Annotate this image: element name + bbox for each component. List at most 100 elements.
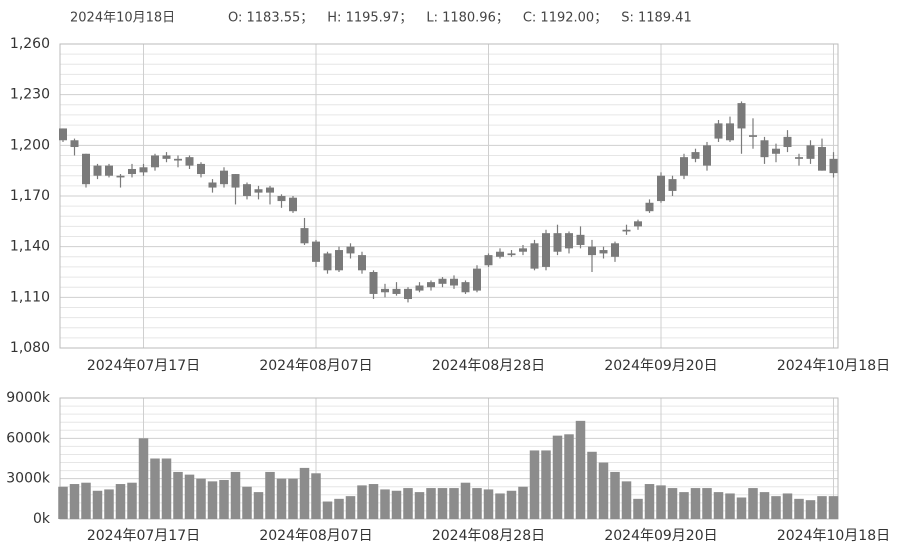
volume-bar [184, 474, 195, 519]
y-tick-label: 1,080 [10, 340, 50, 356]
candle-body [346, 246, 355, 254]
y-tick-label: 0k [33, 511, 51, 527]
candle-body [622, 229, 631, 232]
candle-body [772, 148, 780, 154]
volume-bar [380, 489, 390, 519]
candle-body [415, 285, 424, 291]
volume-bar [219, 480, 229, 519]
candle-body [208, 182, 217, 188]
candle-body [70, 140, 79, 148]
volume-bar [828, 496, 839, 519]
candle-body [818, 147, 826, 171]
candle-body [427, 282, 435, 288]
volume-bar [564, 434, 574, 519]
candle-body [300, 228, 309, 244]
candle-body [691, 152, 700, 159]
header-stat: C: 1192.00； [523, 11, 607, 26]
volume-bar [138, 438, 149, 519]
candle-body [59, 128, 67, 141]
volume-bar [265, 471, 275, 519]
candle-body [829, 158, 838, 174]
volume-bar [357, 485, 367, 519]
candle-body [185, 157, 194, 166]
candle-body [151, 155, 159, 168]
volume-bar [161, 458, 172, 519]
candle-body [795, 157, 803, 159]
candle-body [542, 233, 550, 267]
header-stat: H: 1195.97； [327, 11, 412, 26]
volume-bar [495, 493, 505, 519]
volume-bar [679, 492, 689, 519]
volume-bar [713, 492, 724, 519]
candle-body [496, 251, 504, 257]
candle-body [519, 248, 527, 252]
volume-bar [69, 484, 80, 519]
volume-bar [173, 471, 183, 519]
candle-body [484, 255, 493, 266]
volume-bar [667, 488, 678, 519]
volume-bar [437, 488, 448, 519]
header-stat: O: 1183.55； [228, 11, 313, 26]
volume-bar [759, 492, 770, 519]
volume-bar [127, 482, 137, 519]
candle-body [139, 167, 148, 173]
candle-body [438, 278, 447, 284]
y-tick-label: 3000k [6, 471, 51, 487]
candle-body [726, 123, 734, 141]
volume-bar [460, 482, 471, 519]
header-stat: S: 1189.41 [621, 11, 692, 26]
candle-body [358, 255, 366, 271]
x-tick-label: 2024年09月20日 [604, 358, 717, 374]
volume-bar [483, 489, 494, 519]
candle-body [783, 136, 792, 148]
candle-body [116, 175, 125, 178]
volume-bar [748, 488, 758, 519]
volume-bar [334, 498, 344, 519]
volume-bar [621, 481, 632, 519]
candle-body [82, 153, 90, 185]
volume-bar [207, 481, 218, 519]
candle-body [243, 184, 251, 196]
x-tick-label: 2024年10月18日 [777, 528, 890, 544]
candle-body [197, 163, 205, 175]
volume-bar [817, 496, 827, 519]
volume-bar [598, 462, 609, 519]
candle-body [553, 233, 562, 252]
candle-body [668, 179, 677, 191]
candle-body [565, 233, 573, 249]
volume-bar [575, 420, 586, 519]
candle-body [576, 234, 585, 245]
y-tick-label: 1,260 [10, 36, 50, 52]
volume-bar [725, 493, 735, 519]
volume-bar [403, 488, 413, 519]
candle-body [806, 145, 815, 159]
volume-bar [633, 498, 643, 519]
volume-bar [299, 467, 310, 519]
volume-bar [288, 478, 298, 519]
candle-body [634, 221, 642, 227]
candle-body [335, 250, 343, 271]
header-date: 2024年10月18日 [70, 11, 175, 26]
candle-body [266, 187, 274, 193]
candle-body [277, 196, 286, 202]
volume-bar [242, 486, 252, 519]
candle-body [657, 175, 665, 202]
volume-bar [782, 493, 793, 519]
y-tick-label: 1,110 [10, 289, 50, 305]
volume-bar [449, 488, 459, 519]
volume-bar [771, 496, 781, 519]
candle-body [162, 155, 171, 159]
candle-body [105, 165, 113, 176]
x-tick-label: 2024年09月20日 [604, 528, 717, 544]
candle-body [254, 189, 263, 193]
x-tick-label: 2024年08月28日 [432, 528, 545, 544]
candle-body [473, 268, 481, 291]
candle-body [507, 253, 516, 256]
volume-bar [92, 490, 103, 519]
volume-bar [610, 471, 620, 519]
volume-bar [391, 490, 402, 519]
volume-bar [541, 450, 551, 519]
candle-body [312, 241, 320, 262]
volume-bar [506, 490, 517, 519]
volume-bar [230, 471, 241, 519]
